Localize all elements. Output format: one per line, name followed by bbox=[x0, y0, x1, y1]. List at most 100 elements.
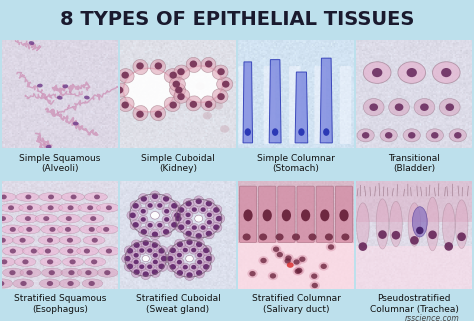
Ellipse shape bbox=[390, 201, 402, 247]
Ellipse shape bbox=[57, 96, 63, 100]
Ellipse shape bbox=[426, 129, 443, 142]
Ellipse shape bbox=[133, 106, 148, 121]
Ellipse shape bbox=[201, 262, 212, 272]
Ellipse shape bbox=[146, 221, 155, 229]
Ellipse shape bbox=[185, 231, 192, 236]
Ellipse shape bbox=[137, 263, 146, 271]
Ellipse shape bbox=[151, 258, 160, 266]
Ellipse shape bbox=[132, 251, 141, 259]
Ellipse shape bbox=[167, 245, 178, 256]
Ellipse shape bbox=[42, 268, 63, 277]
Ellipse shape bbox=[124, 256, 131, 261]
Ellipse shape bbox=[170, 83, 186, 97]
Polygon shape bbox=[243, 62, 253, 143]
Ellipse shape bbox=[222, 81, 229, 88]
Ellipse shape bbox=[169, 72, 177, 79]
Ellipse shape bbox=[158, 248, 164, 254]
Ellipse shape bbox=[210, 205, 222, 215]
Ellipse shape bbox=[39, 279, 60, 288]
Ellipse shape bbox=[201, 245, 212, 256]
Text: rsscience.com: rsscience.com bbox=[405, 314, 460, 321]
Ellipse shape bbox=[364, 62, 391, 83]
Ellipse shape bbox=[40, 204, 63, 212]
Ellipse shape bbox=[0, 257, 15, 266]
Ellipse shape bbox=[210, 222, 222, 232]
Ellipse shape bbox=[16, 214, 38, 223]
Ellipse shape bbox=[193, 230, 204, 241]
Ellipse shape bbox=[150, 191, 160, 202]
Ellipse shape bbox=[66, 216, 72, 221]
Ellipse shape bbox=[127, 211, 138, 220]
Ellipse shape bbox=[205, 101, 212, 108]
Polygon shape bbox=[320, 58, 332, 143]
Text: Transitional
(Bladder): Transitional (Bladder) bbox=[388, 154, 440, 173]
Ellipse shape bbox=[169, 201, 180, 211]
Ellipse shape bbox=[171, 203, 177, 209]
Ellipse shape bbox=[173, 214, 184, 223]
Ellipse shape bbox=[197, 253, 202, 257]
Ellipse shape bbox=[174, 65, 190, 80]
Ellipse shape bbox=[408, 132, 416, 139]
Ellipse shape bbox=[164, 69, 180, 83]
Ellipse shape bbox=[376, 199, 389, 249]
Ellipse shape bbox=[217, 93, 225, 100]
Ellipse shape bbox=[127, 264, 133, 269]
Ellipse shape bbox=[43, 216, 49, 221]
Ellipse shape bbox=[91, 259, 97, 265]
Ellipse shape bbox=[275, 233, 283, 240]
Ellipse shape bbox=[10, 248, 16, 254]
Ellipse shape bbox=[203, 112, 212, 119]
Ellipse shape bbox=[15, 257, 36, 266]
Ellipse shape bbox=[68, 270, 74, 275]
Ellipse shape bbox=[59, 204, 82, 212]
Ellipse shape bbox=[106, 248, 112, 254]
Ellipse shape bbox=[320, 209, 329, 221]
Ellipse shape bbox=[439, 99, 460, 116]
Ellipse shape bbox=[118, 69, 134, 83]
Ellipse shape bbox=[37, 84, 43, 88]
Ellipse shape bbox=[73, 122, 79, 126]
Ellipse shape bbox=[145, 263, 155, 271]
Ellipse shape bbox=[172, 211, 183, 220]
Ellipse shape bbox=[201, 225, 206, 230]
Ellipse shape bbox=[207, 213, 212, 217]
Ellipse shape bbox=[247, 269, 258, 278]
Ellipse shape bbox=[186, 272, 192, 278]
Ellipse shape bbox=[196, 242, 202, 247]
Ellipse shape bbox=[357, 129, 374, 142]
Ellipse shape bbox=[446, 103, 454, 111]
Ellipse shape bbox=[18, 225, 40, 234]
Ellipse shape bbox=[205, 211, 214, 219]
Ellipse shape bbox=[147, 265, 152, 269]
Ellipse shape bbox=[138, 215, 148, 223]
Ellipse shape bbox=[369, 103, 378, 111]
Ellipse shape bbox=[47, 238, 53, 243]
Ellipse shape bbox=[212, 65, 228, 80]
Ellipse shape bbox=[282, 209, 291, 221]
Bar bbox=[356, 181, 472, 222]
Ellipse shape bbox=[205, 218, 214, 226]
Ellipse shape bbox=[378, 230, 387, 239]
Ellipse shape bbox=[364, 99, 384, 116]
Ellipse shape bbox=[207, 220, 212, 225]
Ellipse shape bbox=[272, 128, 278, 136]
Ellipse shape bbox=[201, 207, 206, 212]
Text: Simple Squamous
(Alveoli): Simple Squamous (Alveoli) bbox=[19, 154, 100, 173]
Ellipse shape bbox=[190, 101, 197, 108]
Ellipse shape bbox=[82, 214, 104, 223]
Ellipse shape bbox=[89, 227, 95, 232]
Ellipse shape bbox=[82, 279, 103, 288]
FancyBboxPatch shape bbox=[316, 186, 333, 242]
Ellipse shape bbox=[67, 238, 73, 243]
FancyBboxPatch shape bbox=[314, 66, 326, 144]
Ellipse shape bbox=[155, 221, 164, 229]
Ellipse shape bbox=[147, 203, 153, 208]
FancyBboxPatch shape bbox=[297, 186, 314, 242]
Ellipse shape bbox=[217, 68, 225, 75]
Ellipse shape bbox=[123, 68, 175, 112]
Ellipse shape bbox=[449, 129, 466, 142]
Ellipse shape bbox=[167, 262, 178, 272]
Ellipse shape bbox=[9, 227, 16, 232]
Ellipse shape bbox=[141, 196, 147, 202]
Text: 8 TYPES OF EPITHELIAL TISSUES: 8 TYPES OF EPITHELIAL TISSUES bbox=[60, 10, 414, 29]
